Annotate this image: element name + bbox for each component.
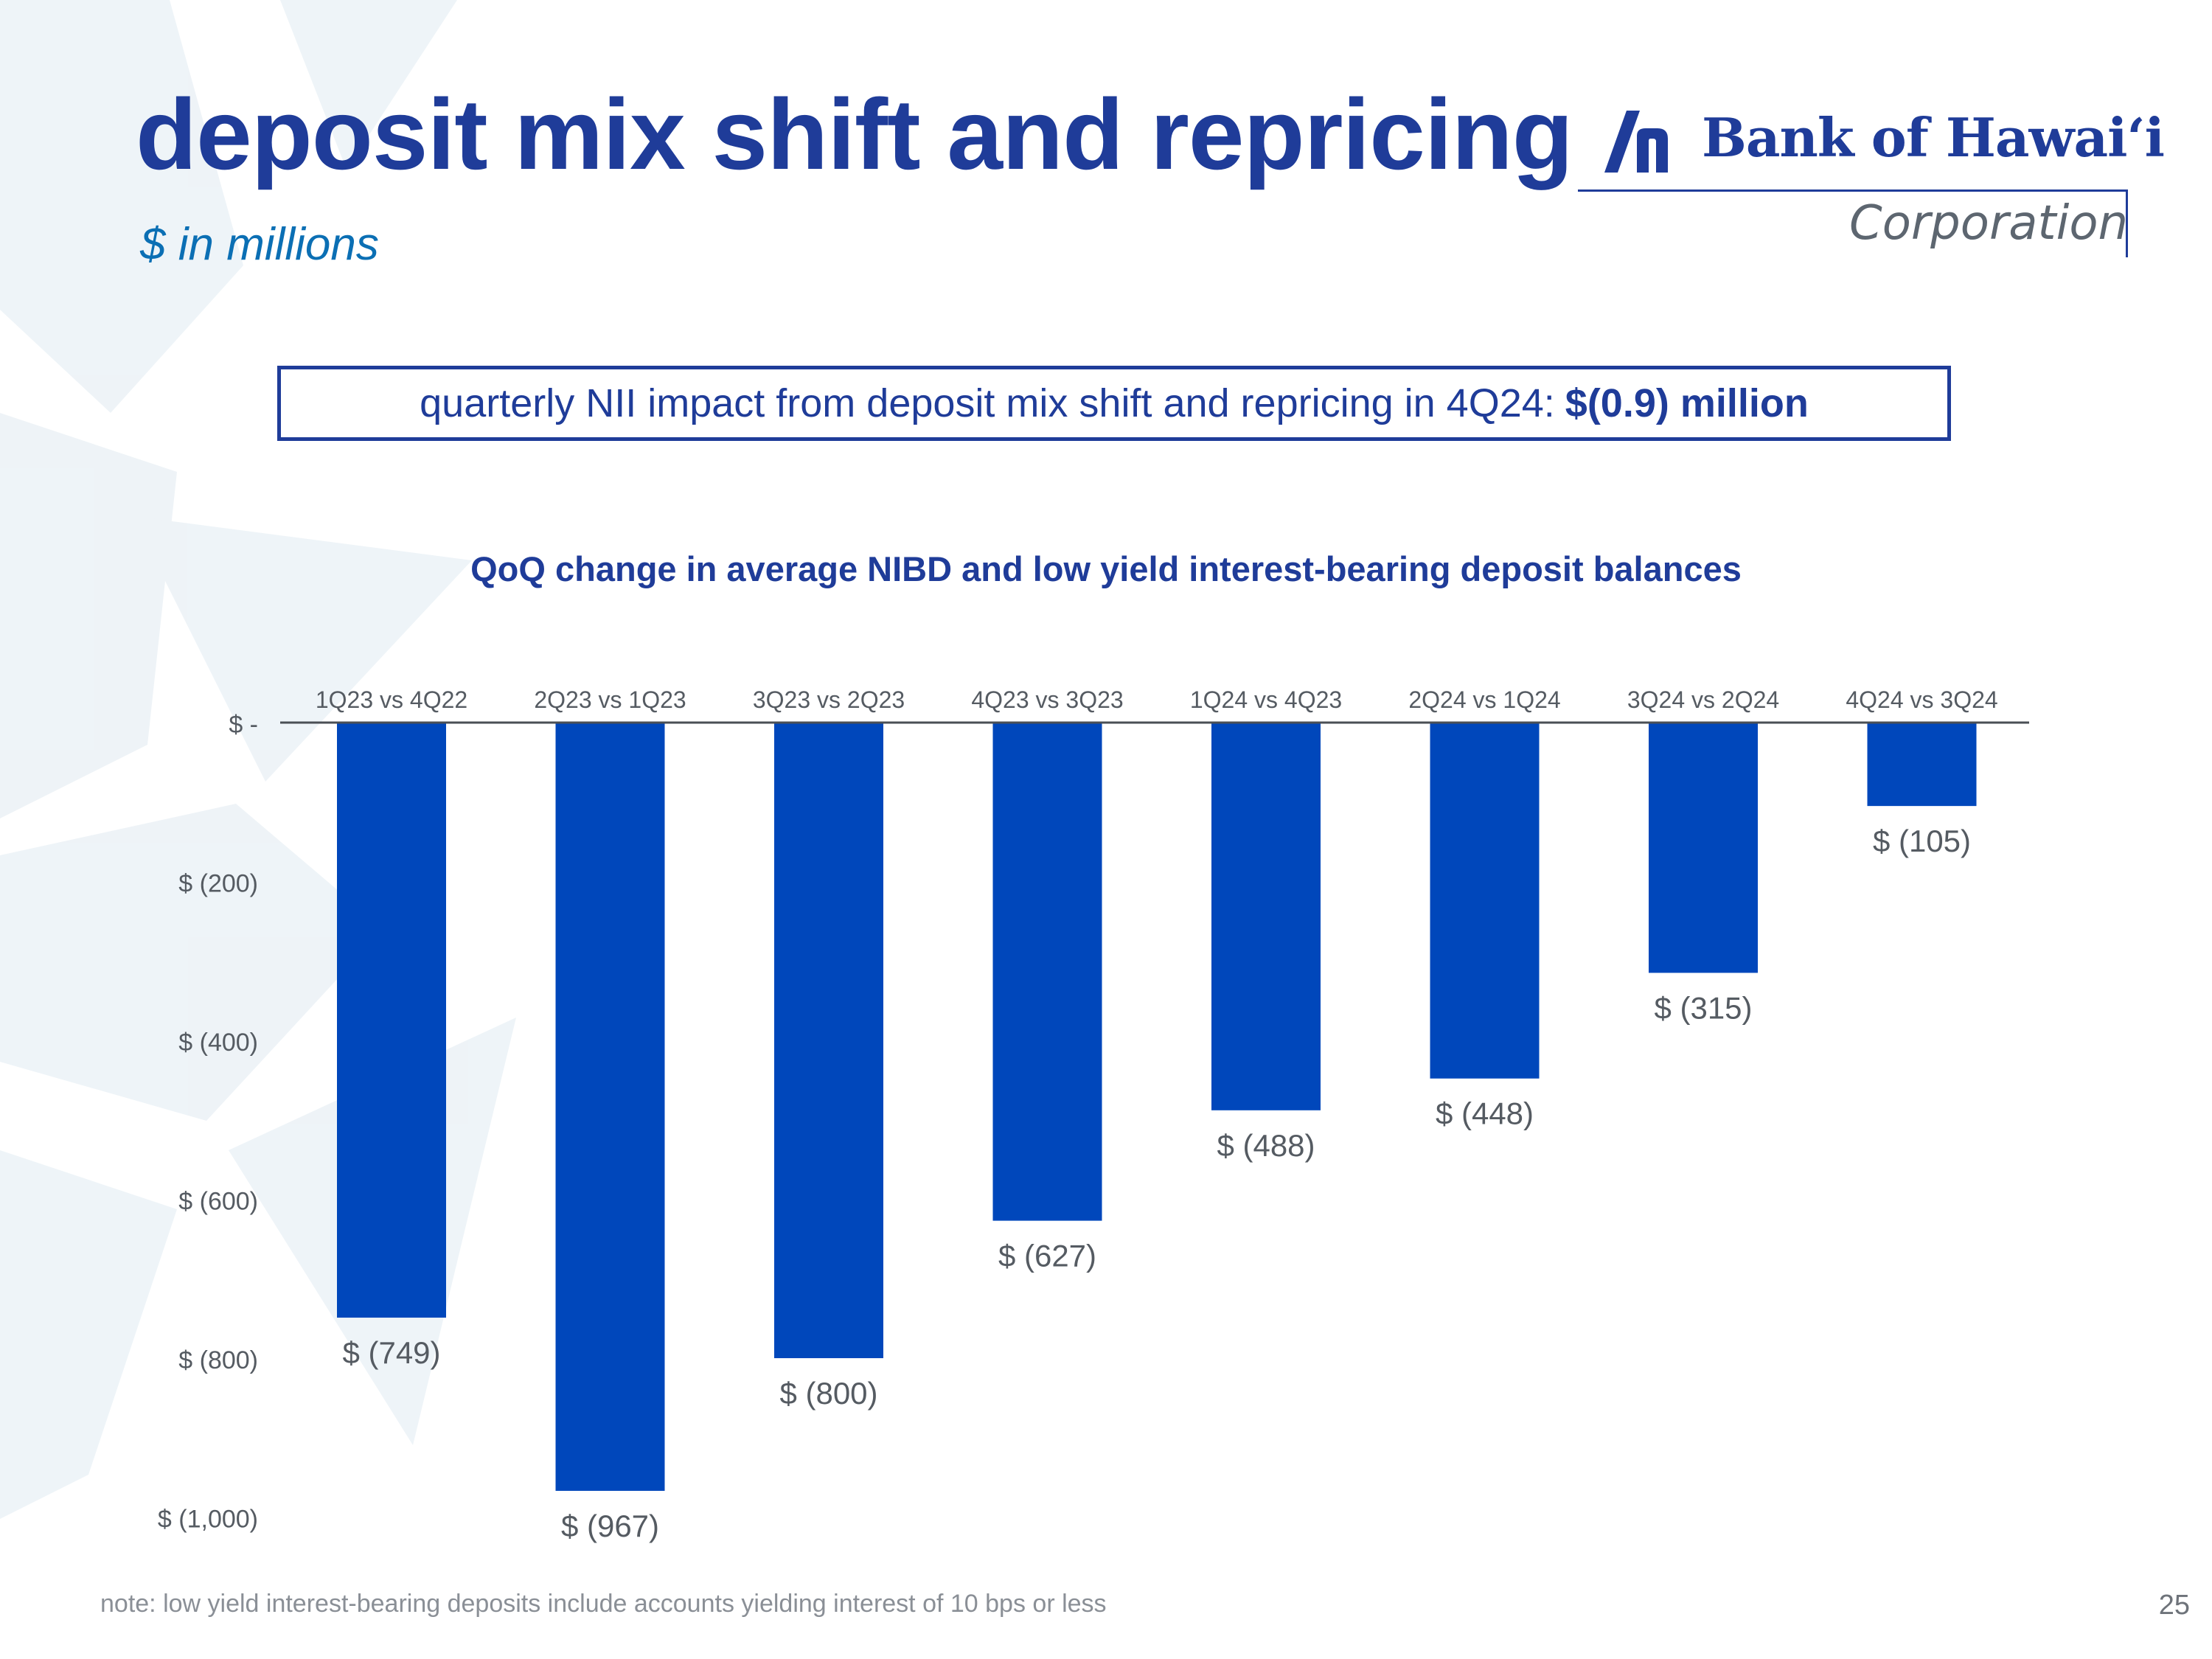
x-category-label: 3Q23 vs 2Q23 <box>753 686 905 713</box>
bar <box>337 723 446 1318</box>
y-tick-label: $ (600) <box>178 1188 258 1216</box>
bar <box>1430 723 1540 1079</box>
y-tick-label: $ (800) <box>178 1346 258 1374</box>
chart-title: QoQ change in average NIBD and low yield… <box>470 549 1742 588</box>
logo-rule-vertical <box>2126 189 2128 257</box>
bar-data-label: $ (315) <box>1654 990 1752 1025</box>
bar <box>1867 723 1977 807</box>
nii-impact-callout: quarterly NII impact from deposit mix sh… <box>277 366 1951 441</box>
bar <box>774 723 883 1358</box>
x-category-label: 1Q24 vs 4Q23 <box>1190 686 1342 713</box>
units-subtitle: $ in millions <box>140 219 379 270</box>
bar <box>555 723 665 1491</box>
footnote: note: low yield interest-bearing deposit… <box>100 1590 1107 1618</box>
x-category-label: 3Q24 vs 2Q24 <box>1627 686 1779 713</box>
bar <box>1211 723 1321 1110</box>
page-number: 25 <box>2158 1590 2190 1621</box>
x-category-label: 4Q23 vs 3Q23 <box>971 686 1123 713</box>
x-category-label: 4Q24 vs 3Q24 <box>1846 686 1997 713</box>
bank-logo-name: Bank of Hawai‘i <box>1702 106 2165 169</box>
bar-data-label: $ (105) <box>1873 824 1971 858</box>
bar <box>992 723 1102 1221</box>
bar-data-label: $ (627) <box>998 1239 1096 1273</box>
bar-data-label: $ (488) <box>1217 1128 1315 1163</box>
y-tick-label: $ (400) <box>178 1029 258 1057</box>
bar-data-label: $ (749) <box>342 1335 440 1370</box>
y-tick-label: $ (1,000) <box>158 1506 258 1534</box>
bar-data-label: $ (448) <box>1436 1096 1534 1131</box>
callout-value: $(0.9) million <box>1565 381 1809 425</box>
logo-rule <box>1578 189 2128 192</box>
x-category-label: 2Q23 vs 1Q23 <box>534 686 686 713</box>
bar-data-label: $ (800) <box>779 1376 877 1411</box>
y-tick-label: $ - <box>229 711 258 739</box>
y-tick-label: $ (200) <box>178 870 258 898</box>
bank-logo: Bank of Hawai‘i Corporation <box>1578 103 2165 280</box>
bar <box>1649 723 1758 973</box>
bar-data-label: $ (967) <box>561 1509 659 1543</box>
bank-logo-corporation: Corporation <box>1849 196 2129 251</box>
background-star-decoration <box>0 0 516 1519</box>
callout-text: quarterly NII impact from deposit mix sh… <box>420 381 1555 425</box>
x-category-label: 1Q23 vs 4Q22 <box>316 686 467 713</box>
bank-logo-mark-icon <box>1604 111 1668 173</box>
x-category-label: 2Q24 vs 1Q24 <box>1408 686 1560 713</box>
page-title: deposit mix shift and repricing <box>136 78 1573 190</box>
